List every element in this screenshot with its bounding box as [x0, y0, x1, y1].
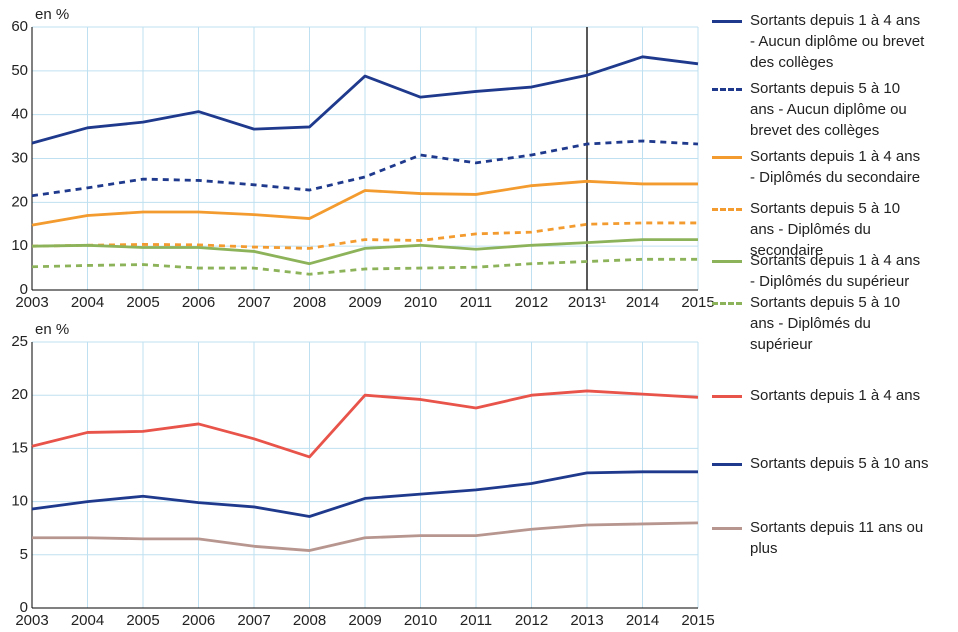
- legend-swatch: [712, 260, 742, 263]
- series-line: [31, 221, 698, 250]
- x-tick-label: 2009: [348, 612, 381, 629]
- legend-item: Sortants depuis 1 à 4 ans - Aucun diplôm…: [712, 10, 927, 73]
- y-tick-label: 60: [11, 18, 28, 35]
- legend-label: Sortants depuis 11 ans ou plus: [750, 519, 924, 557]
- legend-swatch: [712, 302, 742, 305]
- legend-item: Sortants depuis 5 à 10 ans - Diplômés du…: [712, 198, 927, 261]
- series-line: [31, 179, 698, 227]
- y-tick-label: 40: [11, 106, 28, 123]
- legend-item: Sortants depuis 11 ans ou plus: [712, 517, 952, 559]
- legend-swatch: [712, 527, 742, 530]
- x-tick-label: 2014: [626, 612, 659, 629]
- legend-label: Sortants depuis 5 à 10 ans - Diplômés du…: [750, 200, 901, 259]
- unit-label: en %: [35, 6, 69, 23]
- x-tick-label: 2004: [71, 294, 104, 311]
- x-tick-label: 2011: [460, 294, 492, 311]
- series-line: [31, 238, 698, 266]
- legend-item: Sortants depuis 5 à 10 ans - Aucun diplô…: [712, 78, 927, 141]
- y-tick-label: 0: [20, 281, 28, 298]
- y-tick-label: 15: [11, 439, 28, 456]
- unit-label: en %: [35, 321, 69, 338]
- series-line: [31, 389, 699, 459]
- x-tick-label: 2010: [404, 294, 437, 311]
- series-line: [31, 139, 699, 198]
- x-tick-label: 2006: [182, 294, 215, 311]
- x-tick-label: 2007: [237, 612, 270, 629]
- series-line: [31, 55, 699, 145]
- legend-swatch: [712, 463, 742, 466]
- y-tick-label: 5: [20, 546, 28, 563]
- x-tick-label: 2012: [515, 612, 548, 629]
- legend-label: Sortants depuis 5 à 10 ans: [750, 455, 929, 472]
- legend-item: Sortants depuis 5 à 10 ans: [712, 453, 952, 474]
- legend-label: Sortants depuis 5 à 10 ans - Aucun diplô…: [750, 80, 907, 139]
- legend-label: Sortants depuis 1 à 4 ans: [750, 387, 921, 404]
- x-tick-label: 2005: [126, 612, 159, 629]
- legend-label: Sortants depuis 5 à 10 ans - Diplômés du…: [750, 294, 901, 353]
- x-tick-label: 2010: [404, 612, 437, 629]
- x-tick-label: 2005: [126, 294, 159, 311]
- x-tick-label: 2011: [460, 612, 492, 629]
- series-line: [31, 257, 698, 276]
- legend-item: Sortants depuis 1 à 4 ans: [712, 385, 952, 406]
- x-tick-label: 2013¹: [568, 294, 606, 311]
- x-tick-label: 2012: [515, 294, 548, 311]
- x-tick-label: 2008: [293, 612, 326, 629]
- x-tick-label: 2006: [182, 612, 215, 629]
- x-tick-label: 2003: [15, 294, 48, 311]
- y-tick-label: 10: [11, 493, 28, 510]
- x-tick-label: 2004: [71, 612, 104, 629]
- y-tick-label: 50: [11, 62, 28, 79]
- legend-swatch: [712, 156, 742, 159]
- x-tick-label: 2015: [681, 612, 714, 629]
- legend-label: Sortants depuis 1 à 4 ans - Aucun diplôm…: [750, 12, 925, 71]
- legend-swatch: [712, 20, 742, 23]
- legend-label: Sortants depuis 1 à 4 ans - Diplômés du …: [750, 252, 921, 290]
- x-tick-label: 2008: [293, 294, 326, 311]
- y-tick-label: 25: [11, 333, 28, 350]
- legend-swatch: [712, 395, 742, 398]
- y-tick-label: 0: [20, 599, 28, 616]
- legend-swatch: [712, 208, 742, 211]
- legend-label: Sortants depuis 1 à 4 ans - Diplômés du …: [750, 148, 921, 186]
- series-line: [32, 521, 699, 552]
- y-tick-label: 30: [11, 149, 28, 166]
- series-line: [31, 470, 698, 518]
- y-tick-label: 10: [11, 237, 28, 254]
- legend-item: Sortants depuis 1 à 4 ans - Diplômés du …: [712, 146, 927, 188]
- x-tick-label: 2007: [237, 294, 270, 311]
- x-tick-label: 2015: [681, 294, 714, 311]
- legend-item: Sortants depuis 1 à 4 ans - Diplômés du …: [712, 250, 927, 292]
- x-tick-label: 2009: [348, 294, 381, 311]
- y-tick-label: 20: [11, 193, 28, 210]
- legend-item: Sortants depuis 5 à 10 ans - Diplômés du…: [712, 292, 927, 355]
- x-tick-label: 2013: [570, 612, 603, 629]
- legend-swatch: [712, 88, 742, 91]
- x-tick-label: 2003: [15, 612, 48, 629]
- x-tick-label: 2014: [626, 294, 659, 311]
- y-tick-label: 20: [11, 386, 28, 403]
